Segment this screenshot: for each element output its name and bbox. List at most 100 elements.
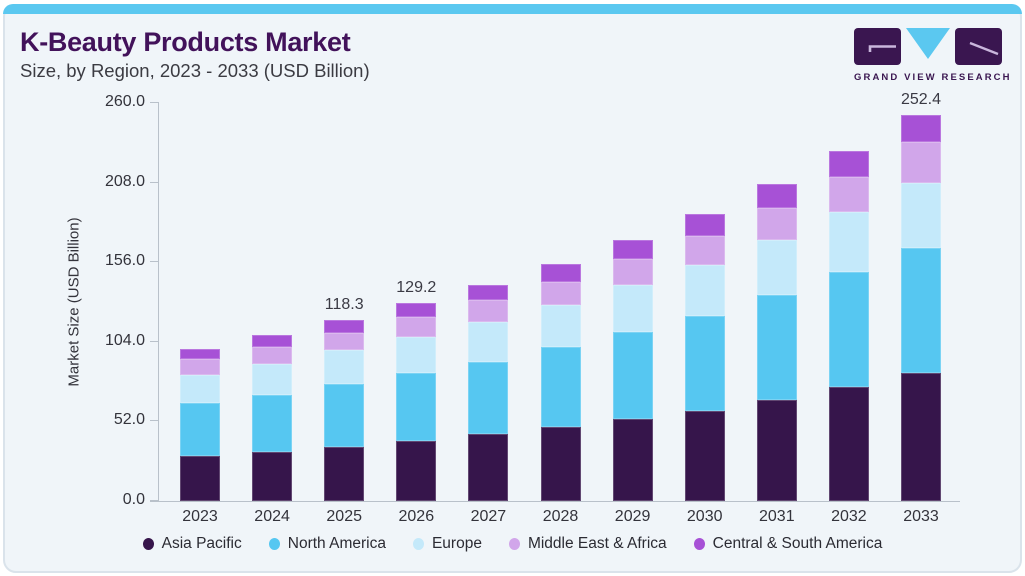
- bar-segment-north-america: [252, 394, 293, 453]
- bar-segment-europe: [901, 182, 941, 248]
- stacked-bar-2023: [180, 103, 220, 501]
- stacked-bar-2026: [396, 103, 437, 501]
- legend-label: Asia Pacific: [161, 535, 242, 552]
- bar-segment-north-america: [756, 294, 797, 400]
- stacked-bar-2028: [540, 103, 581, 501]
- bar-segment-north-america: [324, 384, 365, 447]
- stacked-bar-2033: [901, 103, 941, 501]
- bar-segment-europe: [540, 304, 581, 348]
- bar-segment-middle-east-africa: [468, 299, 509, 322]
- legend-swatch-icon: [142, 538, 154, 550]
- y-axis-tick: 104.0: [105, 332, 159, 349]
- y-axis-tick-label: 52.0: [113, 411, 145, 429]
- bar-segment-central-south-america: [684, 214, 725, 236]
- y-axis-tick: 260.0: [105, 93, 159, 110]
- x-axis-label-2028: 2028: [542, 508, 579, 525]
- bar-segment-middle-east-africa: [324, 332, 365, 351]
- legend-swatch-icon: [693, 538, 705, 550]
- logo-mark-icon: [854, 28, 1002, 66]
- bar-segment-central-south-america: [756, 184, 797, 208]
- bar-segment-central-south-america: [324, 319, 365, 333]
- y-axis-tick: 0.0: [123, 491, 159, 508]
- x-axis-label-2032: 2032: [831, 508, 867, 525]
- legend-item: North America: [268, 535, 386, 553]
- bar-segment-europe: [756, 240, 797, 295]
- y-axis-tick-label: 0.0: [122, 491, 145, 508]
- bar-segment-north-america: [901, 247, 941, 373]
- bar-segment-central-south-america: [612, 239, 653, 260]
- bar-segment-central-south-america: [828, 151, 869, 177]
- legend-swatch-icon: [508, 538, 520, 550]
- bar-segment-asia-pacific: [756, 399, 797, 501]
- bar-segment-asia-pacific: [180, 456, 220, 501]
- x-axis-label-2027: 2027: [470, 508, 507, 525]
- legend-swatch-icon: [412, 538, 424, 550]
- x-axis-label-2029: 2029: [614, 508, 651, 525]
- legend-item: Asia Pacific: [142, 535, 242, 553]
- bar-segment-central-south-america: [252, 335, 293, 347]
- stacked-bar-2029: [612, 103, 653, 501]
- y-axis-tick: 156.0: [105, 252, 159, 269]
- x-axis-label-2031: 2031: [759, 508, 795, 525]
- bar-segment-central-south-america: [540, 263, 581, 282]
- bar-segment-north-america: [612, 331, 653, 419]
- bar-segment-middle-east-africa: [396, 316, 437, 338]
- legend-item: Europe: [412, 535, 482, 553]
- bar-total-label-2026: 129.2: [396, 279, 437, 297]
- bar-segment-north-america: [540, 347, 581, 427]
- bar-segment-europe: [324, 350, 365, 385]
- y-axis-tick-label: 260.0: [104, 93, 145, 110]
- bar-segment-middle-east-africa: [612, 259, 653, 286]
- bar-total-label-2033: 252.4: [900, 90, 942, 108]
- legend-item: Central & South America: [693, 535, 883, 553]
- bar-segment-europe: [252, 363, 293, 395]
- chart-legend: Asia Pacific North America Europe Middle Ea…: [0, 535, 1025, 553]
- x-axis-line: [150, 501, 960, 502]
- grand-view-research-logo: GRAND VIEW RESEARCH: [854, 28, 1012, 83]
- y-axis-tick: 52.0: [114, 411, 159, 428]
- bar-segment-middle-east-africa: [180, 359, 220, 375]
- bar-segment-middle-east-africa: [540, 281, 581, 305]
- y-axis-title: Market Size (USD Billion): [65, 217, 83, 387]
- stacked-bar-2032: [828, 103, 869, 501]
- bar-segment-asia-pacific: [396, 441, 437, 501]
- bar-segment-north-america: [180, 403, 220, 457]
- logo-wordmark: GRAND VIEW RESEARCH: [854, 72, 1012, 83]
- bar-segment-central-south-america: [468, 284, 509, 300]
- bar-segment-north-america: [468, 361, 509, 435]
- legend-swatch-icon: [268, 538, 280, 550]
- x-axis-label-2026: 2026: [398, 508, 435, 525]
- stacked-bar-2024: [252, 103, 293, 501]
- stacked-bar-2027: [468, 103, 509, 501]
- bar-segment-middle-east-africa: [756, 207, 797, 241]
- bar-segment-central-south-america: [180, 349, 220, 360]
- plot-area: 0.0 52.0 104.0 156.0 208.0 260.0 2023 2024 118.3…: [105, 91, 961, 525]
- bar-segment-europe: [396, 337, 437, 374]
- bar-segment-asia-pacific: [324, 446, 365, 501]
- bar-segment-asia-pacific: [684, 410, 725, 501]
- legend-label: Central & South America: [712, 535, 883, 552]
- bar-segment-europe: [468, 321, 509, 362]
- x-axis-label-2025: 2025: [326, 508, 362, 525]
- x-axis-label-2023: 2023: [182, 508, 218, 525]
- bar-segment-europe: [180, 374, 220, 404]
- bar-segment-north-america: [828, 272, 869, 388]
- legend-item: Middle East & Africa: [508, 535, 667, 553]
- bar-total-label-2025: 118.3: [324, 295, 364, 313]
- legend-label: North America: [287, 535, 386, 552]
- x-axis-label-2030: 2030: [686, 508, 723, 525]
- bar-segment-europe: [684, 264, 725, 316]
- bar-segment-asia-pacific: [612, 418, 653, 501]
- y-axis-tick-label: 208.0: [104, 172, 145, 190]
- y-axis-tick-label: 156.0: [104, 252, 145, 270]
- bar-segment-europe: [828, 212, 869, 273]
- bar-segment-central-south-america: [396, 303, 437, 317]
- stacked-bar-2025: [324, 103, 365, 501]
- legend-label: Middle East & Africa: [527, 535, 667, 552]
- bar-segment-asia-pacific: [540, 426, 581, 501]
- y-axis-tick: 208.0: [105, 173, 159, 190]
- bar-segment-asia-pacific: [828, 387, 869, 501]
- page-subtitle: Size, by Region, 2023 - 2033 (USD Billio…: [20, 60, 370, 81]
- bar-segment-middle-east-africa: [828, 176, 869, 213]
